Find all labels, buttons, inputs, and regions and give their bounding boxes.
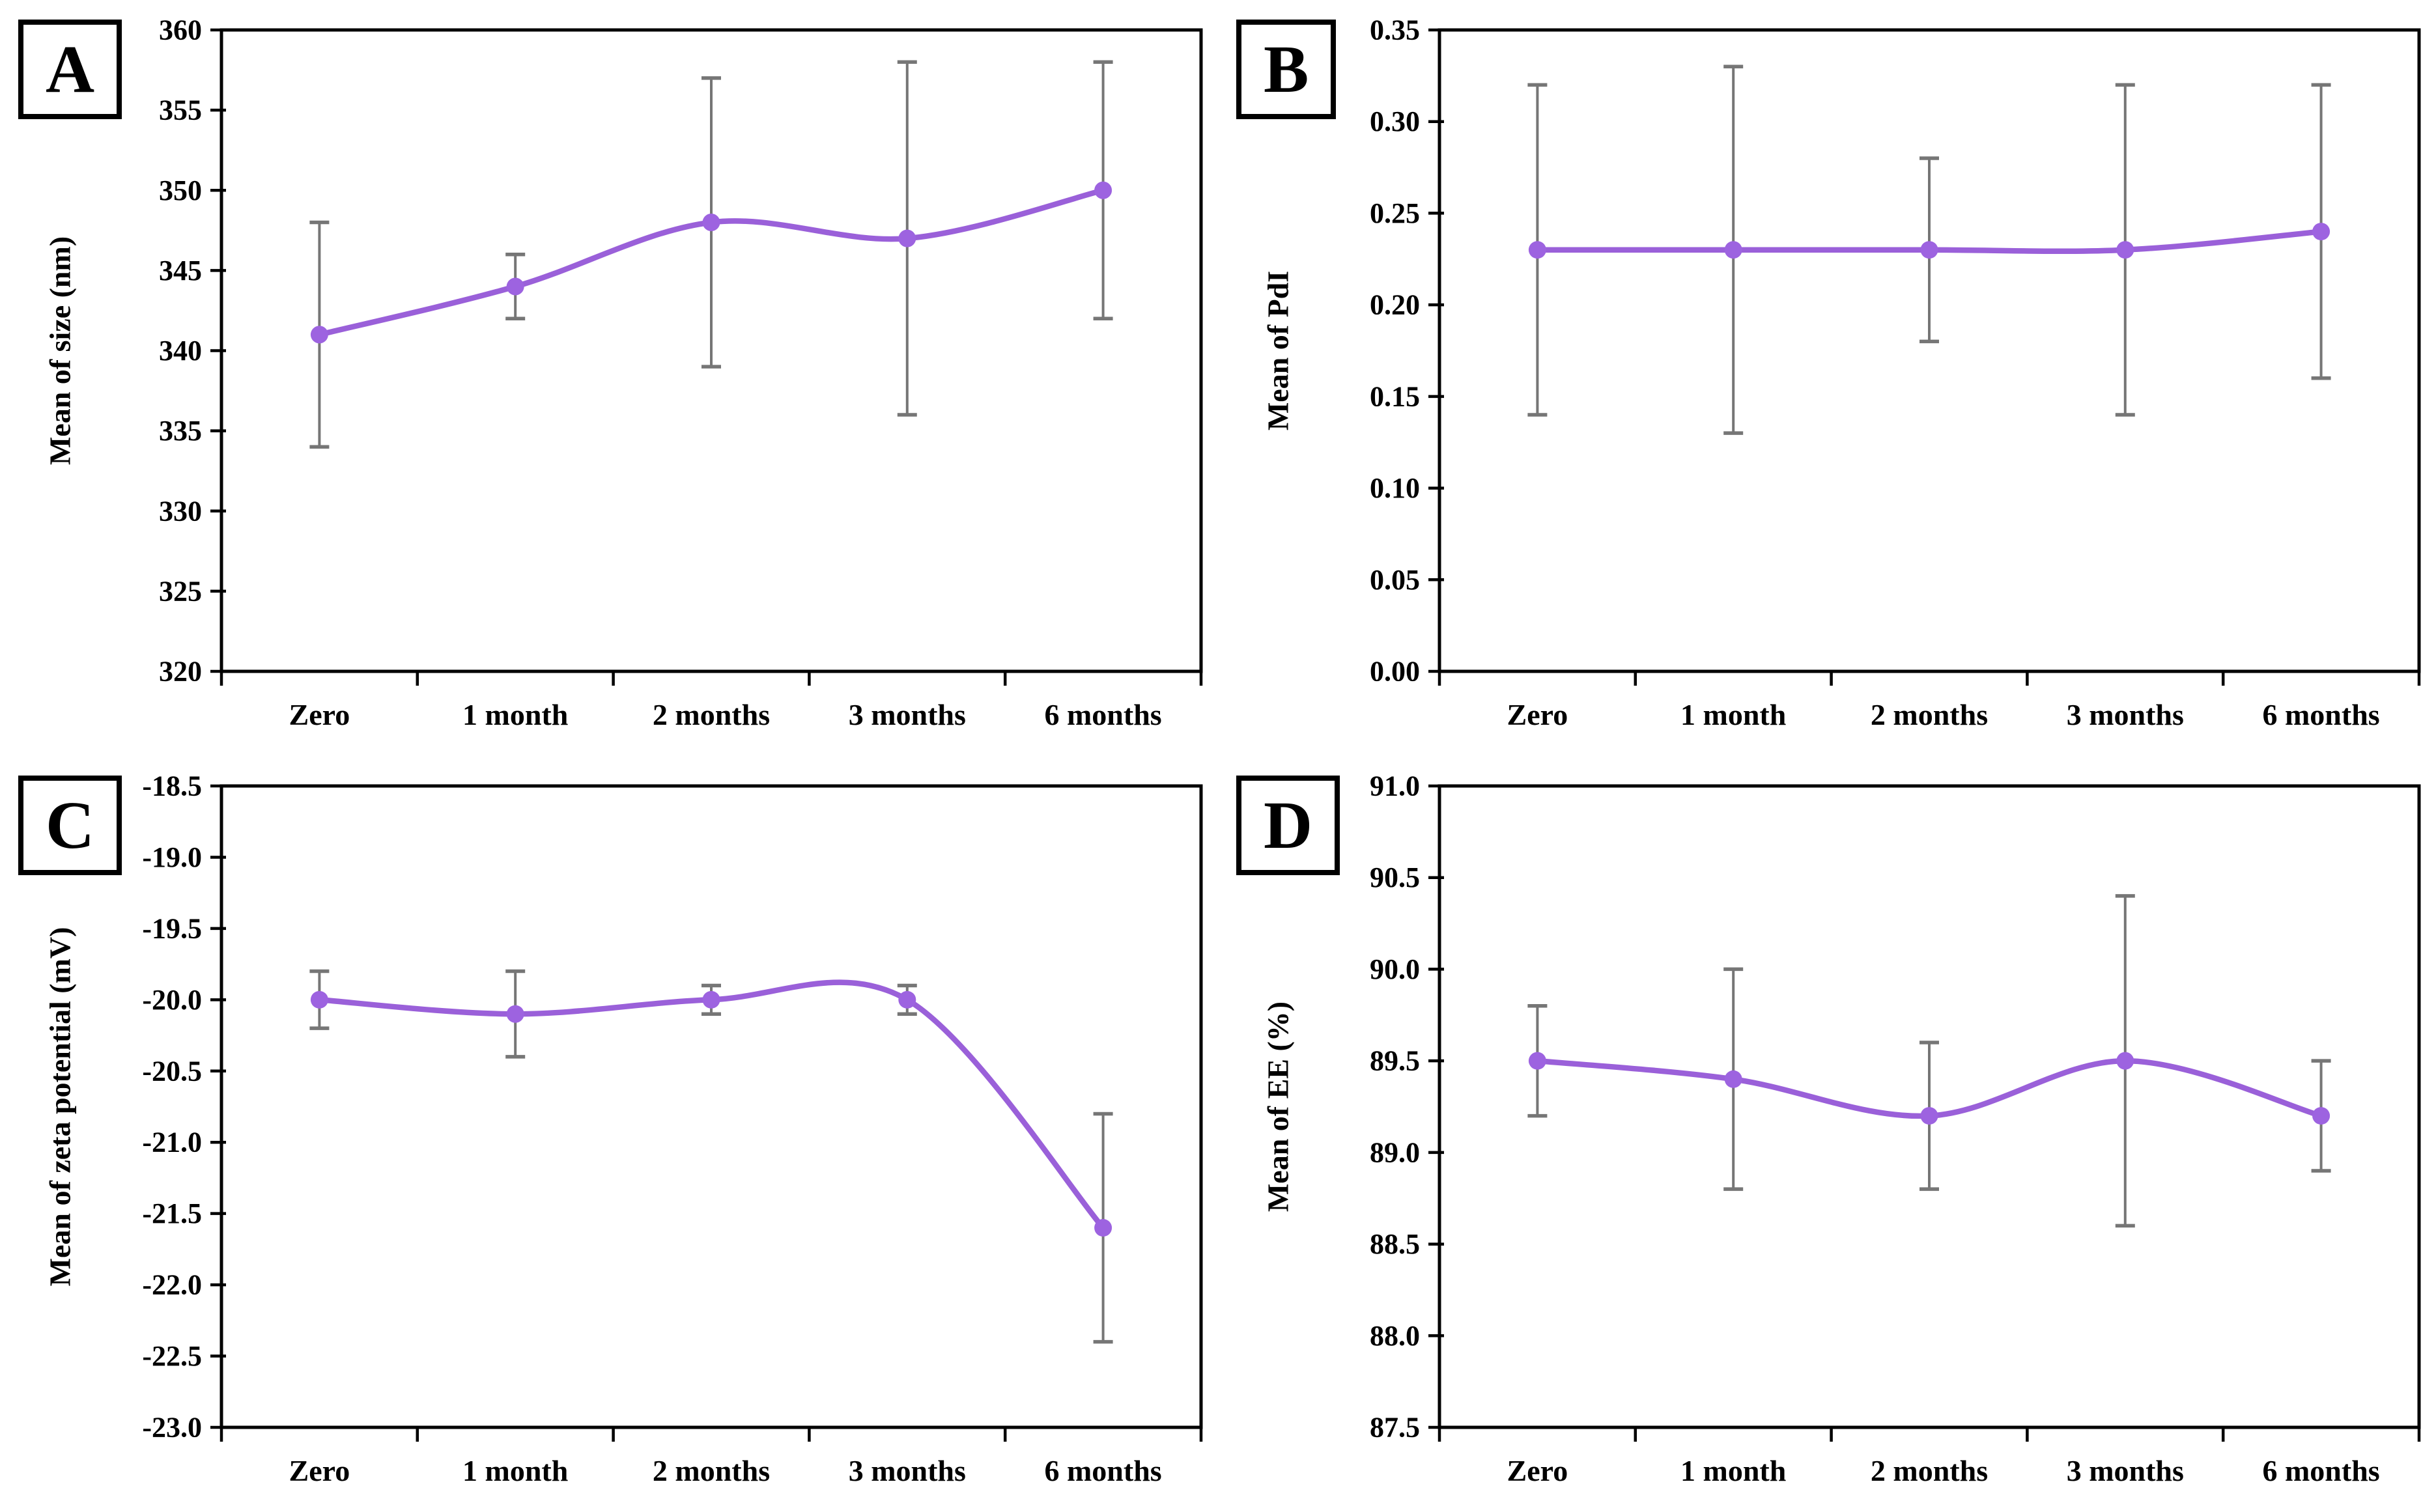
y-tick-label: -21.0 — [142, 1127, 202, 1158]
y-tick-label: 325 — [159, 575, 202, 607]
y-tick-label: 350 — [159, 175, 202, 206]
x-category-label: 1 month — [1680, 1454, 1786, 1487]
y-tick-label: -20.5 — [142, 1055, 202, 1087]
data-point — [310, 990, 328, 1009]
x-category-label: 6 months — [2262, 698, 2379, 731]
data-point — [1724, 1070, 1742, 1088]
y-axis-title: Mean of PdI — [1262, 271, 1295, 430]
x-category-label: Zero — [289, 1454, 350, 1487]
y-tick-label: 335 — [159, 415, 202, 447]
y-tick-label: 89.0 — [1370, 1136, 1420, 1168]
x-category-label: 1 month — [1680, 698, 1786, 731]
panel-d: D 87.5 88.0 88.5 89.0 89.5 90.0 90.5 91.0 Zero 1 … — [1218, 756, 2436, 1512]
panel-label-b: B — [1236, 20, 1337, 120]
data-point — [1094, 181, 1112, 199]
panel-label-d: D — [1236, 776, 1340, 876]
data-point — [506, 1005, 524, 1023]
y-tick-label: 355 — [159, 94, 202, 126]
data-point — [898, 990, 916, 1009]
y-tick-label: 0.05 — [1370, 564, 1420, 596]
data-point — [1528, 1052, 1546, 1070]
y-tick-label: -18.5 — [142, 770, 202, 802]
plot-box — [220, 784, 1203, 1429]
data-point — [1920, 241, 1938, 259]
data-point — [310, 326, 328, 344]
y-tick-label: 330 — [159, 495, 202, 527]
y-tick-label: 91.0 — [1370, 770, 1420, 802]
data-point — [1094, 1219, 1112, 1237]
chart-mean-ee: 87.5 88.0 88.5 89.0 89.5 90.0 90.5 91.0 Zero 1 mo… — [1262, 770, 2421, 1487]
x-category-label: 3 months — [2067, 698, 2184, 731]
x-category-label: 3 months — [849, 1454, 966, 1487]
x-category-label: 6 months — [2262, 1454, 2379, 1487]
y-tick-label: 0.30 — [1370, 105, 1420, 137]
y-tick-label: 88.0 — [1370, 1320, 1420, 1352]
data-point — [702, 990, 720, 1009]
y-tick-label: 360 — [159, 14, 202, 46]
data-point — [1528, 241, 1546, 259]
y-tick-label: 90.0 — [1370, 953, 1420, 985]
y-axis-title: Mean of EE (%) — [1262, 1001, 1295, 1212]
x-category-label: 3 months — [849, 698, 966, 731]
y-tick-label: -19.5 — [142, 912, 202, 944]
x-category-label: Zero — [1507, 1454, 1568, 1487]
y-tick-label: 340 — [159, 335, 202, 367]
data-point — [1920, 1107, 1938, 1125]
y-tick-label: -23.0 — [142, 1412, 202, 1444]
x-category-label: 3 months — [2067, 1454, 2184, 1487]
data-point — [2312, 1107, 2330, 1125]
x-category-label: 2 months — [1871, 698, 1988, 731]
data-point — [2116, 241, 2134, 259]
data-point — [2116, 1052, 2134, 1070]
y-tick-label: -22.0 — [142, 1269, 202, 1301]
x-category-label: 2 months — [653, 1454, 770, 1487]
y-tick-label: 87.5 — [1370, 1412, 1420, 1444]
data-point — [506, 277, 524, 296]
series-line — [317, 979, 1106, 1231]
y-tick-label: -21.5 — [142, 1197, 202, 1229]
panel-c: C -23.0 -22.5 -22.0 -21.5 -21.0 -20.5 -20.0 -19… — [0, 756, 1218, 1512]
plot-box — [1438, 784, 2421, 1429]
x-category-label: 1 month — [462, 698, 568, 731]
plot-box — [1438, 28, 2421, 673]
x-category-label: 2 months — [653, 698, 770, 731]
y-tick-label: 0.10 — [1370, 472, 1420, 504]
data-point — [898, 229, 916, 247]
x-category-label: 2 months — [1871, 1454, 1988, 1487]
y-tick-label: 0.25 — [1370, 197, 1420, 229]
chart-mean-size: 320 325 330 335 340 345 350 355 360 Zero 1 month 2 … — [44, 14, 1203, 731]
y-tick-label: -19.0 — [142, 841, 202, 873]
x-category-label: 1 month — [462, 1454, 568, 1487]
y-tick-label: 88.5 — [1370, 1228, 1420, 1260]
chart-mean-pdi: 0.00 0.05 0.10 0.15 0.20 0.25 0.30 0.35 Zero 1 mo… — [1262, 14, 2421, 731]
y-tick-label: 0.20 — [1370, 289, 1420, 321]
y-tick-label: 345 — [159, 255, 202, 287]
x-category-label: Zero — [1507, 698, 1568, 731]
panel-label-a: A — [18, 20, 122, 120]
data-point — [702, 214, 720, 231]
y-axis-title: Mean of size (nm) — [44, 236, 77, 465]
y-tick-label: -22.5 — [142, 1340, 202, 1372]
y-tick-label: -20.0 — [142, 984, 202, 1016]
y-tick-label: 320 — [159, 656, 202, 688]
x-category-label: 6 months — [1044, 1454, 1161, 1487]
x-category-label: 6 months — [1044, 698, 1161, 731]
y-tick-label: 0.15 — [1370, 380, 1420, 412]
y-tick-label: 90.5 — [1370, 861, 1420, 893]
data-point — [1724, 241, 1742, 259]
panel-label-c: C — [18, 776, 122, 876]
y-tick-label: 0.35 — [1370, 14, 1420, 46]
panel-b: B 0.00 0.05 0.10 0.15 0.20 0.25 0.30 0.35 Zero 1 … — [1218, 0, 2436, 756]
panel-a: A 320 325 330 335 340 345 350 355 360 Zero 1 month… — [0, 0, 1218, 756]
y-tick-label: 0.00 — [1370, 656, 1420, 688]
data-point — [2312, 223, 2330, 241]
y-axis-title: Mean of zeta potential (mV) — [44, 927, 77, 1287]
chart-mean-zeta-potential: -23.0 -22.5 -22.0 -21.5 -21.0 -20.5 -20.0 -19.5… — [44, 770, 1203, 1487]
x-category-label: Zero — [289, 698, 350, 731]
y-tick-label: 89.5 — [1370, 1045, 1420, 1077]
